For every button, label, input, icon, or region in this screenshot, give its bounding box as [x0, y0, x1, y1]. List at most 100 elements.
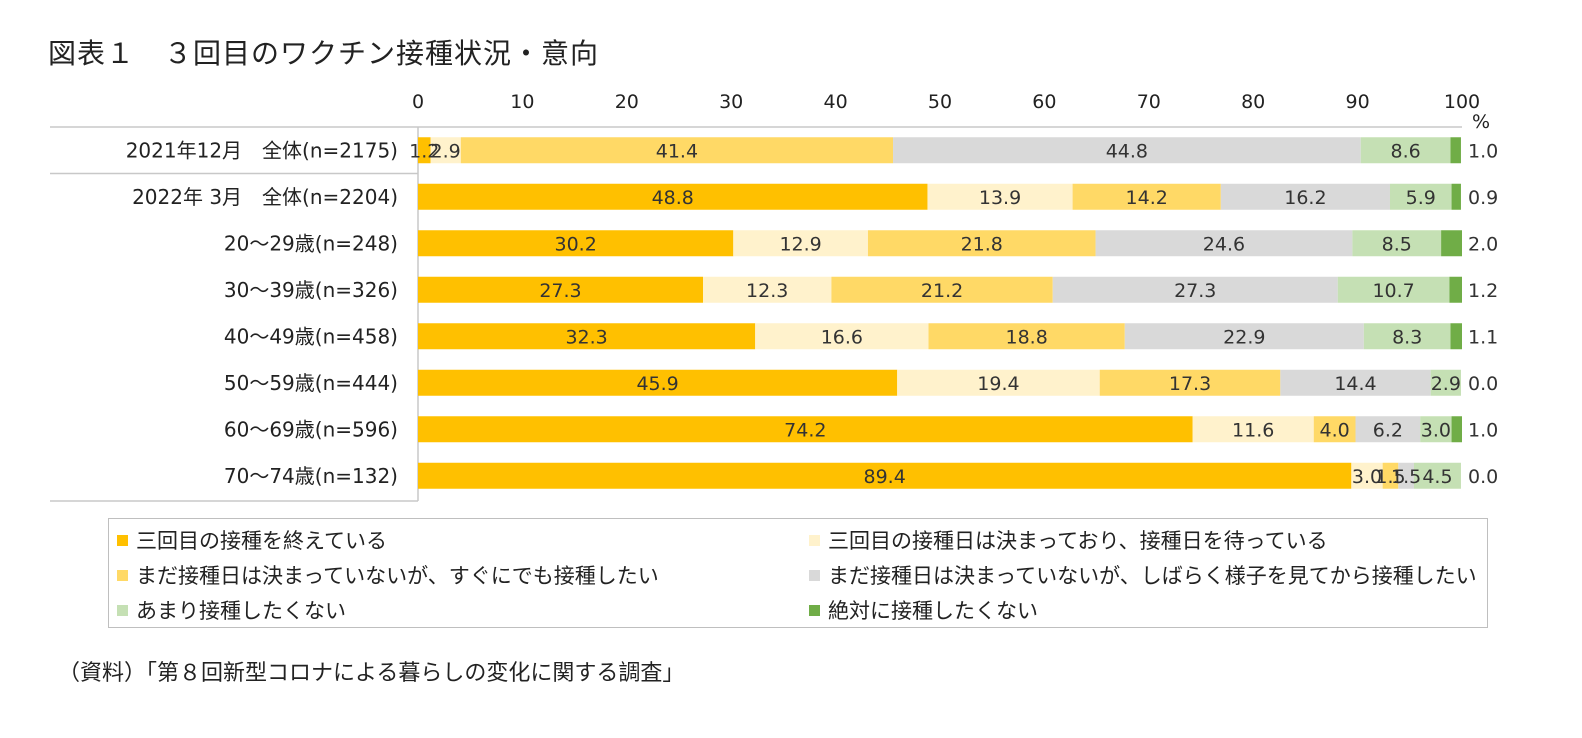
data-label: 22.9 [1223, 326, 1265, 348]
data-label: 74.2 [784, 419, 826, 441]
data-label: 1.2 [1468, 280, 1498, 302]
bar-segment [1363, 323, 1451, 350]
bar-segment [1351, 462, 1383, 489]
data-label: 32.3 [565, 326, 607, 348]
legend-item: 絶対に接種したくない [809, 595, 1038, 625]
data-label: 6.2 [1373, 419, 1403, 441]
bar-segment [1451, 416, 1462, 443]
x-tick-label: 90 [1346, 91, 1370, 113]
bar-segment [1398, 462, 1414, 489]
bar-segment [1313, 416, 1356, 443]
legend-label: 三回目の接種を終えている [136, 529, 387, 553]
bar-segment [460, 137, 894, 164]
axis-layer: 0 10 20 30 40 50 60 70 80 90 100% [50, 91, 1490, 502]
bar-segment [928, 323, 1125, 350]
bar-segment [418, 230, 734, 257]
bar-segment [1420, 416, 1452, 443]
bar-segment [1220, 183, 1390, 210]
data-label: 8.3 [1392, 326, 1422, 348]
x-tick-label: 70 [1137, 91, 1161, 113]
data-label: 8.6 [1391, 140, 1421, 162]
data-label: 89.4 [864, 466, 906, 488]
category-label: 60〜69歳(n=596) [224, 417, 398, 441]
legend-swatch [809, 604, 820, 616]
bar-segment [418, 276, 704, 303]
bar-segment [893, 137, 1361, 164]
legend: 三回目の接種を終えている 三回目の接種日は決まっており、接種日を待っているまだ接種… [108, 518, 1488, 628]
bar-segment [1095, 230, 1353, 257]
bar-segment [418, 183, 928, 210]
bar-segment [1352, 230, 1442, 257]
bar-segment [1413, 462, 1461, 489]
x-tick-label: 50 [928, 91, 952, 113]
stacked-bar-chart: 0 10 20 30 40 50 60 70 80 90 100% 2021年12月 全体(n=21… [50, 91, 1499, 502]
data-label: 2.9 [431, 140, 461, 162]
data-label: 19.4 [977, 373, 1019, 395]
bar-segment [1430, 369, 1461, 396]
data-label: 1.2 [409, 140, 439, 162]
bar-segment [1052, 276, 1338, 303]
bar-segment [418, 416, 1193, 443]
data-label: 21.8 [961, 233, 1003, 255]
data-label: 8.5 [1382, 233, 1412, 255]
legend-item: あまり接種したくない [117, 595, 346, 625]
data-label: 16.6 [821, 326, 863, 348]
data-label: 11.6 [1232, 419, 1274, 441]
category-label: 20〜29歳(n=248) [224, 231, 398, 255]
category-label: 50〜59歳(n=444) [224, 371, 398, 395]
x-tick-label: 40 [824, 91, 848, 113]
data-label: 1.5 [1391, 466, 1421, 488]
category-label: 2021年12月 全体(n=2175) [126, 138, 398, 162]
bar-segment [1449, 276, 1462, 303]
bar-segment [418, 137, 431, 164]
data-label: 1.1 [1468, 326, 1498, 348]
legend-item: まだ接種日は決まっていないが、すぐにでも接種したい [117, 560, 659, 590]
data-label: 27.3 [1174, 280, 1216, 302]
bar-segment [418, 369, 898, 396]
bar-segment [1192, 416, 1314, 443]
data-label: 14.4 [1334, 373, 1376, 395]
bar-segment [1450, 323, 1462, 350]
bar-segment [1337, 276, 1450, 303]
bar-segment [897, 369, 1100, 396]
bar-segment [1072, 183, 1221, 210]
bar-segment [1280, 369, 1431, 396]
bars-layer [418, 137, 1462, 489]
data-label: 0.9 [1468, 187, 1498, 209]
data-label: 5.9 [1406, 187, 1436, 209]
bar-segment [1355, 416, 1421, 443]
data-label: 27.3 [539, 280, 581, 302]
data-label: 4.5 [1422, 466, 1452, 488]
data-label: 13.9 [979, 187, 1021, 209]
x-tick-label: 10 [510, 91, 534, 113]
data-label: 2.0 [1468, 233, 1498, 255]
legend-label: 絶対に接種したくない [828, 599, 1038, 623]
category-label: 2022年 3月 全体(n=2204) [132, 185, 398, 209]
legend-label: まだ接種日は決まっていないが、すぐにでも接種したい [136, 564, 659, 588]
x-tick-label: 100 [1444, 91, 1480, 113]
labels-layer: 2021年12月 全体(n=2175) 2022年 3月 全体(n=2204) 20… [126, 138, 1499, 488]
data-label: 41.4 [656, 140, 698, 162]
data-label: 12.9 [779, 233, 821, 255]
legend-swatch [809, 569, 820, 581]
bar-segment [867, 230, 1096, 257]
data-label: 44.8 [1106, 140, 1148, 162]
legend-item: 三回目の接種日は決まっており、接種日を待っている [809, 525, 1328, 555]
bar-segment [831, 276, 1053, 303]
legend-label: まだ接種日は決まっていないが、しばらく様子を見てから接種したい [828, 564, 1477, 588]
data-label: 3.0 [1421, 419, 1451, 441]
legend-label: 三回目の接種日は決まっており、接種日を待っている [828, 529, 1328, 553]
category-label: 40〜49歳(n=458) [224, 324, 398, 348]
data-label: 30.2 [554, 233, 596, 255]
bar-segment [1441, 230, 1462, 257]
data-label: 4.0 [1320, 419, 1350, 441]
legend-swatch [117, 534, 128, 546]
data-label: 17.3 [1169, 373, 1211, 395]
legend-swatch [809, 534, 820, 546]
data-label: 24.6 [1203, 233, 1245, 255]
data-label: 45.9 [636, 373, 678, 395]
data-label: 1.0 [1468, 419, 1498, 441]
category-label: 70〜74歳(n=132) [224, 464, 398, 488]
bar-segment [1360, 137, 1451, 164]
bar-segment [1382, 462, 1399, 489]
